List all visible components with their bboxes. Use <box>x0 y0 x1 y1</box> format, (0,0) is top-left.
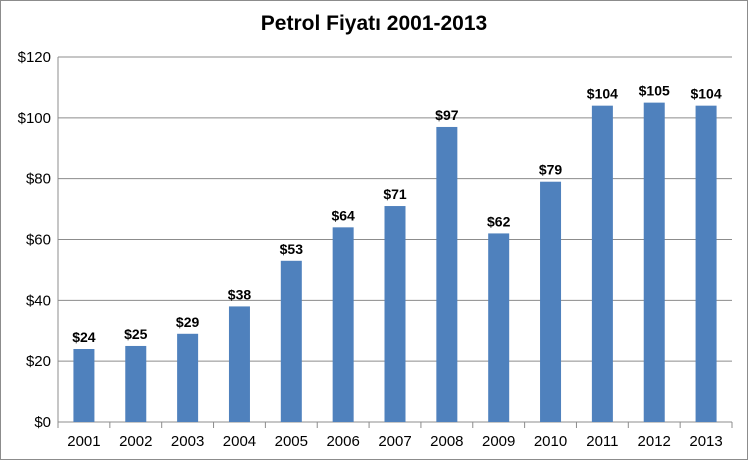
data-label: $62 <box>487 213 511 229</box>
y-tick-label: $100 <box>18 110 51 127</box>
data-label: $97 <box>435 107 459 123</box>
x-tick-label: 2003 <box>171 433 204 450</box>
bar <box>695 105 717 423</box>
y-tick-label: $60 <box>26 232 51 249</box>
y-tick-label: $120 <box>18 49 51 66</box>
x-tick-label: 2009 <box>482 433 515 450</box>
bar <box>384 206 406 422</box>
x-tick-label: 2012 <box>638 433 671 450</box>
data-label: $29 <box>176 314 200 330</box>
y-tick-label: $0 <box>34 414 51 431</box>
bar <box>540 181 562 422</box>
bar <box>436 126 458 422</box>
x-tick-label: 2004 <box>223 433 256 450</box>
y-tick-label: $20 <box>26 353 51 370</box>
bar <box>73 349 95 422</box>
bar <box>643 102 665 422</box>
x-tick-label: 2013 <box>689 433 722 450</box>
bar <box>177 333 199 422</box>
bar <box>488 233 510 422</box>
data-label: $38 <box>228 286 252 302</box>
data-label: $53 <box>280 241 304 257</box>
data-label: $25 <box>124 326 148 342</box>
x-tick-label: 2002 <box>119 433 152 450</box>
x-tick-label: 2005 <box>275 433 308 450</box>
x-tick-label: 2008 <box>430 433 463 450</box>
x-tick-label: 2006 <box>326 433 359 450</box>
bar <box>332 227 354 422</box>
data-label: $64 <box>331 207 355 223</box>
data-label: $24 <box>72 329 96 345</box>
bar <box>280 260 302 422</box>
chart-title: Petrol Fiyatı 2001-2013 <box>260 12 488 35</box>
data-label: $105 <box>639 83 670 99</box>
y-tick-label: $40 <box>26 292 51 309</box>
x-tick-label: 2011 <box>586 433 618 450</box>
bar <box>591 105 613 423</box>
bar <box>228 306 250 422</box>
data-label: $104 <box>587 86 618 102</box>
data-label: $104 <box>690 86 721 102</box>
y-tick-label: $80 <box>26 171 51 188</box>
x-tick-label: 2007 <box>378 433 411 450</box>
x-tick-label: 2010 <box>534 433 567 450</box>
x-tick-label: 2001 <box>67 433 100 450</box>
data-label: $71 <box>383 186 407 202</box>
data-label: $79 <box>539 162 563 178</box>
bar <box>125 345 147 422</box>
